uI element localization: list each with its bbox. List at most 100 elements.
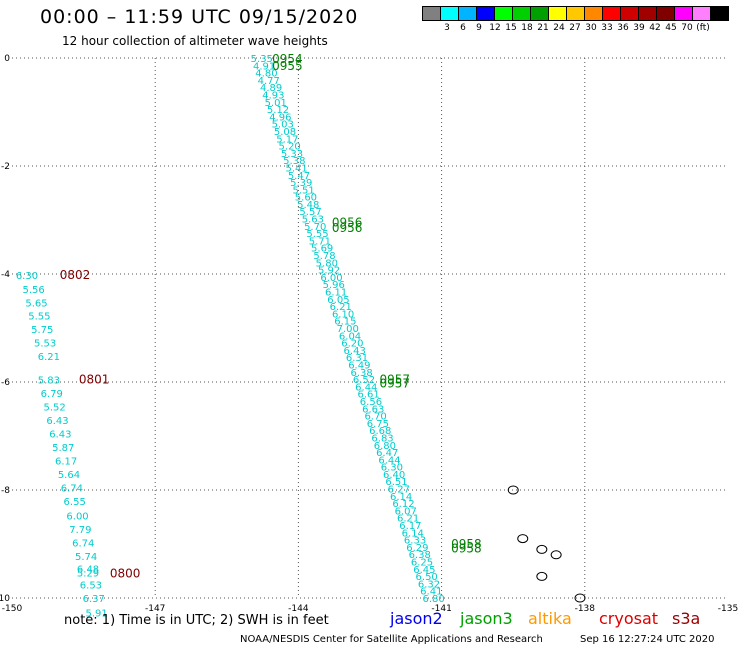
swh-value: 6.38 [409,550,431,561]
footer-credit: NOAA/NESDIS Center for Satellite Applica… [240,634,543,645]
legend-label: 45 [665,23,677,33]
swh-value: 5.17 [276,134,298,145]
swh-value: 6.47 [376,448,398,459]
legend-label: 30 [585,23,597,33]
x-tick-label: -144 [288,604,309,614]
swh-value: 6.45 [413,565,435,576]
time-label: 0958 [451,541,482,555]
satellite-legend-cryosat: cryosat [599,609,659,628]
time-label: 0955 [272,59,303,73]
swh-value: 6.48 [77,564,99,575]
swh-value: 5.20 [279,142,301,153]
legend-label: 33 [601,23,613,33]
swh-value: 6.04 [339,331,361,342]
satellite-legend-altika: altika [528,609,572,628]
x-tick-label: -147 [145,604,165,614]
swh-value: 6.11 [325,288,347,299]
satellite-tracks: 5.354.914.804.774.894.935.015.124.965.03… [16,52,482,620]
island-outline [517,534,529,544]
swh-value: 4.80 [255,69,277,80]
legend-label: 42 [649,23,661,33]
swh-value: 5.41 [285,163,307,174]
swh-value: 6.70 [364,412,386,423]
x-tick-label: -141 [431,604,451,614]
swh-value: 6.79 [41,389,63,400]
swh-value: 5.51 [292,185,314,196]
swh-value: 6.12 [392,499,414,510]
swh-value: 5.35 [251,54,273,65]
swh-value: 6.21 [330,302,352,313]
time-label: 0956 [332,216,363,230]
swh-value: 5.78 [313,251,335,262]
swh-value: 6.17 [399,521,421,532]
x-tick-label: -138 [575,604,596,614]
legend-label: 12 [489,23,501,33]
swh-value: 5.71 [309,236,331,247]
time-label: 0800 [110,567,141,581]
swh-value: 6.68 [369,426,391,437]
footnote: note: 1) Time is in UTC; 2) SWH is in fe… [64,613,329,628]
legend-label: 15 [505,23,517,33]
y-tick-label: -6 [1,378,10,388]
swh-value: 6.40 [383,470,405,481]
swh-value: 6.74 [72,538,94,549]
time-label: 0958 [451,537,482,551]
swh-value: 5.60 [295,193,317,204]
swh-value: 6.80 [374,441,396,452]
swh-value: 5.87 [52,443,74,454]
swh-value: 6.15 [334,317,356,328]
time-label: 0956 [332,221,363,235]
y-tick-label: -10 [0,594,10,604]
legend-label: 39 [633,23,645,33]
swh-value: 6.61 [357,390,379,401]
time-label: 0957 [380,377,411,391]
time-label: 0957 [380,372,411,386]
swh-value: 5.91 [86,609,108,620]
swh-value: 6.56 [360,397,382,408]
island-outline [507,485,519,495]
swh-value: 6.74 [61,483,83,494]
swh-value: 5.83 [38,375,60,386]
swh-value: 7.00 [337,324,359,335]
swh-value: 6.20 [341,339,363,350]
swh-value: 5.80 [316,258,338,269]
swh-value: 6.17 [55,456,77,467]
satellite-legend-jason3: jason3 [460,609,513,628]
swh-value: 6.52 [353,375,375,386]
swh-value: 5.75 [31,325,53,336]
time-label: 0802 [60,268,91,282]
swh-value: 6.00 [66,511,88,522]
swh-value: 6.55 [64,497,86,508]
swh-value: 5.65 [25,299,47,310]
chart-title: 00:00 – 11:59 UTC 09/15/2020 [40,6,359,28]
swh-value: 5.96 [323,280,345,291]
legend-label: 27 [569,23,581,33]
swh-value: 5.57 [299,207,321,218]
swh-value: 5.56 [23,285,45,296]
swh-value: 5.48 [297,200,319,211]
swh-value: 5.38 [283,156,305,167]
satellite-legend-jason2: jason2 [390,609,443,628]
swh-value: 6.44 [355,382,377,393]
swh-value: 5.53 [34,339,56,350]
legend-labels: 3 6 9 12 15 18 21 24 27 30 33 36 39 42 45 70 (ft) [423,23,729,37]
swh-value: 6.44 [378,455,400,466]
y-tick-label: -8 [1,486,10,496]
grid-lines [12,57,728,599]
footer-timestamp: Sep 16 12:27:24 UTC 2020 [580,634,715,645]
island-outline [536,571,548,581]
x-tick-label: -150 [2,604,23,614]
swh-value: 5.47 [288,171,310,182]
swh-value: 6.27 [388,485,410,496]
swh-value: 5.33 [281,149,303,160]
swh-value: 6.21 [38,352,60,363]
swh-value: 6.31 [346,353,368,364]
swh-value: 5.01 [265,98,287,109]
y-tick-label: -4 [1,270,10,280]
chart-subtitle: 12 hour collection of altimeter wave hei… [62,34,328,48]
swh-value: 6.30 [381,463,403,474]
swh-value: 5.08 [274,127,296,138]
legend-label: 6 [460,23,466,33]
swh-value: 5.03 [272,120,294,131]
swh-value: 6.83 [371,433,393,444]
